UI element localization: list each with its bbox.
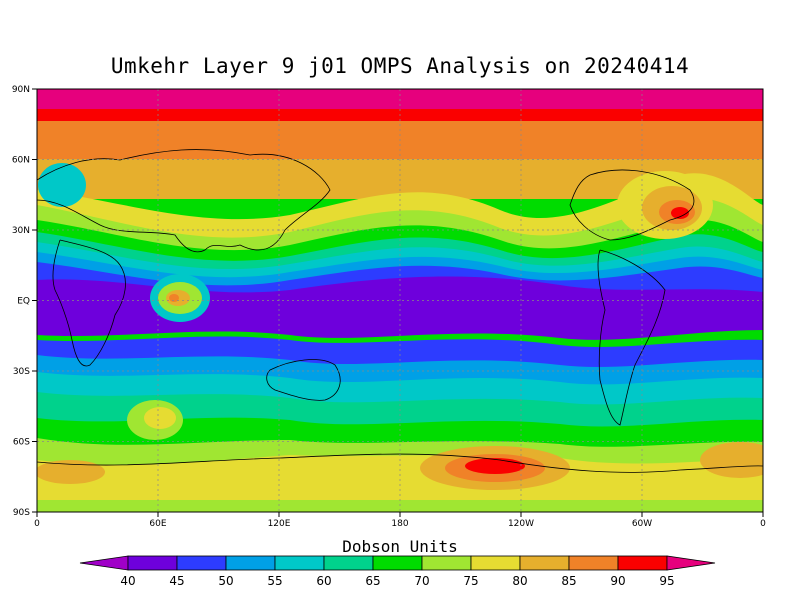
map-title: Umkehr Layer 9 j01 OMPS Analysis on 2024…	[110, 54, 690, 78]
gridlines	[37, 89, 763, 512]
colorbar-label: 45	[169, 574, 184, 588]
axis-ticks	[32, 88, 764, 517]
lat-label: 90N	[12, 85, 30, 95]
lon-label: 120E	[268, 519, 291, 529]
lon-label: 0	[34, 519, 40, 529]
colorbar-swatch	[127, 555, 178, 571]
colorbar-label: 60	[316, 574, 331, 588]
colorbar: 40 45 50 55 60 65 70 75 80 85 90 95	[79, 555, 716, 588]
colorbar-label: 95	[659, 574, 674, 588]
colorbar-label: 50	[218, 574, 233, 588]
lat-label: 30N	[12, 226, 30, 236]
colorbar-swatch	[617, 555, 668, 571]
lat-label: 90S	[13, 508, 30, 518]
colorbar-swatch	[372, 555, 423, 571]
colorbar-swatch	[274, 555, 325, 571]
colorbar-label: 70	[414, 574, 429, 588]
lon-label: 60W	[632, 519, 652, 529]
colorbar-label: 90	[610, 574, 625, 588]
colorbar-label: 65	[365, 574, 380, 588]
colorbar-label: 75	[463, 574, 478, 588]
colorbar-swatch	[225, 555, 276, 571]
lat-label: 30S	[13, 367, 30, 377]
lon-labels: 0 60E 120E 180 120W 60W 0	[34, 519, 766, 529]
coastlines	[37, 149, 763, 473]
colorbar-low-arrow	[79, 555, 129, 571]
lon-label: 0	[760, 519, 766, 529]
lon-label: 60E	[149, 519, 166, 529]
lat-labels: 90N 60N 30N EQ 30S 60S 90S	[12, 85, 30, 518]
colorbar-label: 40	[120, 574, 135, 588]
colorbar-swatch	[568, 555, 619, 571]
colorbar-label: 80	[512, 574, 527, 588]
colorbar-swatch	[421, 555, 472, 571]
colorbar-label: 55	[267, 574, 282, 588]
lat-label: 60N	[12, 156, 30, 166]
lon-label: 180	[391, 519, 408, 529]
lat-label: 60S	[13, 438, 30, 448]
colorbar-swatch	[519, 555, 570, 571]
colorbar-swatch	[323, 555, 374, 571]
lon-label: 120W	[508, 519, 534, 529]
colorbar-title: Dobson Units	[342, 537, 458, 556]
colorbar-high-arrow	[666, 555, 716, 571]
colorbar-swatch	[470, 555, 521, 571]
colorbar-swatch	[176, 555, 227, 571]
lat-label: EQ	[17, 297, 30, 307]
colorbar-label: 85	[561, 574, 576, 588]
